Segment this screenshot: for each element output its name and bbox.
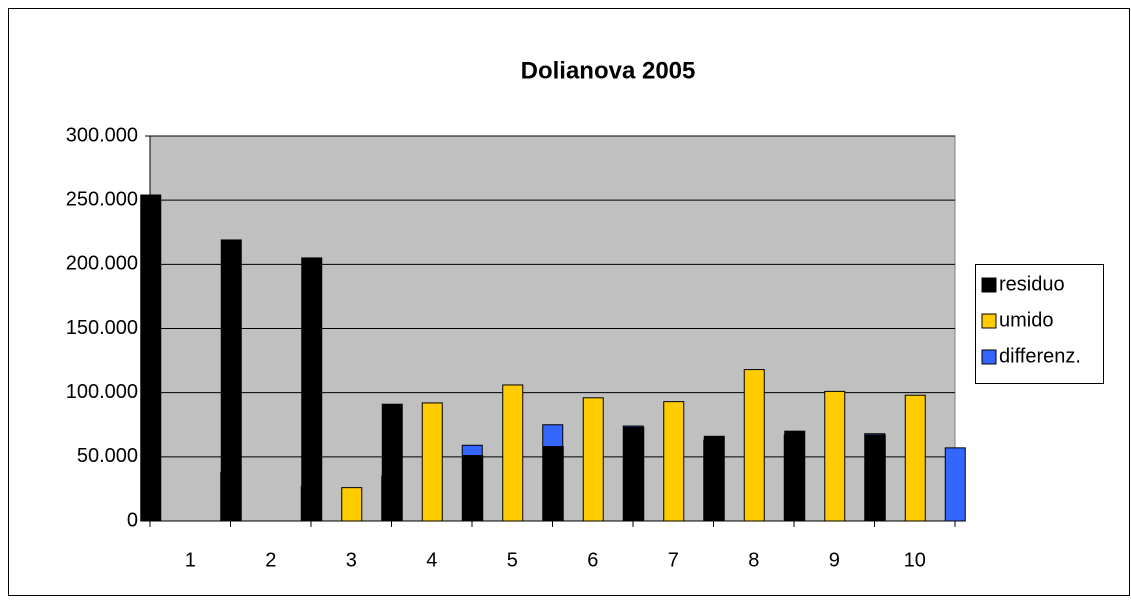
- bar: [341, 487, 363, 522]
- legend-box: [975, 264, 1104, 384]
- x-tick-label: 3: [346, 549, 357, 571]
- x-tick-label: 6: [587, 549, 598, 571]
- y-tick-label: 200.000: [66, 253, 138, 275]
- y-tick-label: 50.000: [77, 445, 138, 467]
- bar: [381, 403, 403, 522]
- y-tick-label: 0: [127, 509, 138, 531]
- legend-swatch: [981, 277, 997, 293]
- legend-label: residuo: [999, 273, 1065, 295]
- x-tick-label: 1: [185, 549, 196, 571]
- bar: [502, 384, 524, 522]
- bar: [663, 401, 685, 522]
- bar: [462, 455, 484, 522]
- bar: [140, 194, 162, 522]
- y-tick-label: 100.000: [66, 381, 138, 403]
- legend-swatch: [981, 313, 997, 329]
- x-tick-label: 8: [748, 549, 759, 571]
- bar: [864, 434, 886, 522]
- legend-swatch: [981, 349, 997, 365]
- x-tick-label: 2: [265, 549, 276, 571]
- bar: [542, 446, 564, 522]
- x-tick-label: 4: [426, 549, 437, 571]
- bar: [421, 402, 443, 522]
- legend-label: differenz.: [999, 345, 1081, 367]
- bar: [623, 426, 645, 522]
- x-tick-label: 10: [904, 549, 926, 571]
- bar: [301, 257, 323, 522]
- legend-label: umido: [999, 309, 1053, 331]
- bar: [904, 394, 926, 522]
- bar: [743, 369, 765, 522]
- x-tick-label: 5: [507, 549, 518, 571]
- bar: [784, 430, 806, 522]
- chart-title: Dolianova 2005: [521, 57, 696, 84]
- bar: [703, 435, 725, 522]
- y-tick-label: 250.000: [66, 188, 138, 210]
- bar: [944, 447, 966, 522]
- bar: [220, 239, 242, 522]
- bar: [824, 390, 846, 522]
- bar: [582, 397, 604, 522]
- y-tick-label: 300.000: [66, 124, 138, 146]
- x-tick-label: 9: [829, 549, 840, 571]
- y-tick-label: 150.000: [66, 317, 138, 339]
- x-tick-label: 7: [668, 549, 679, 571]
